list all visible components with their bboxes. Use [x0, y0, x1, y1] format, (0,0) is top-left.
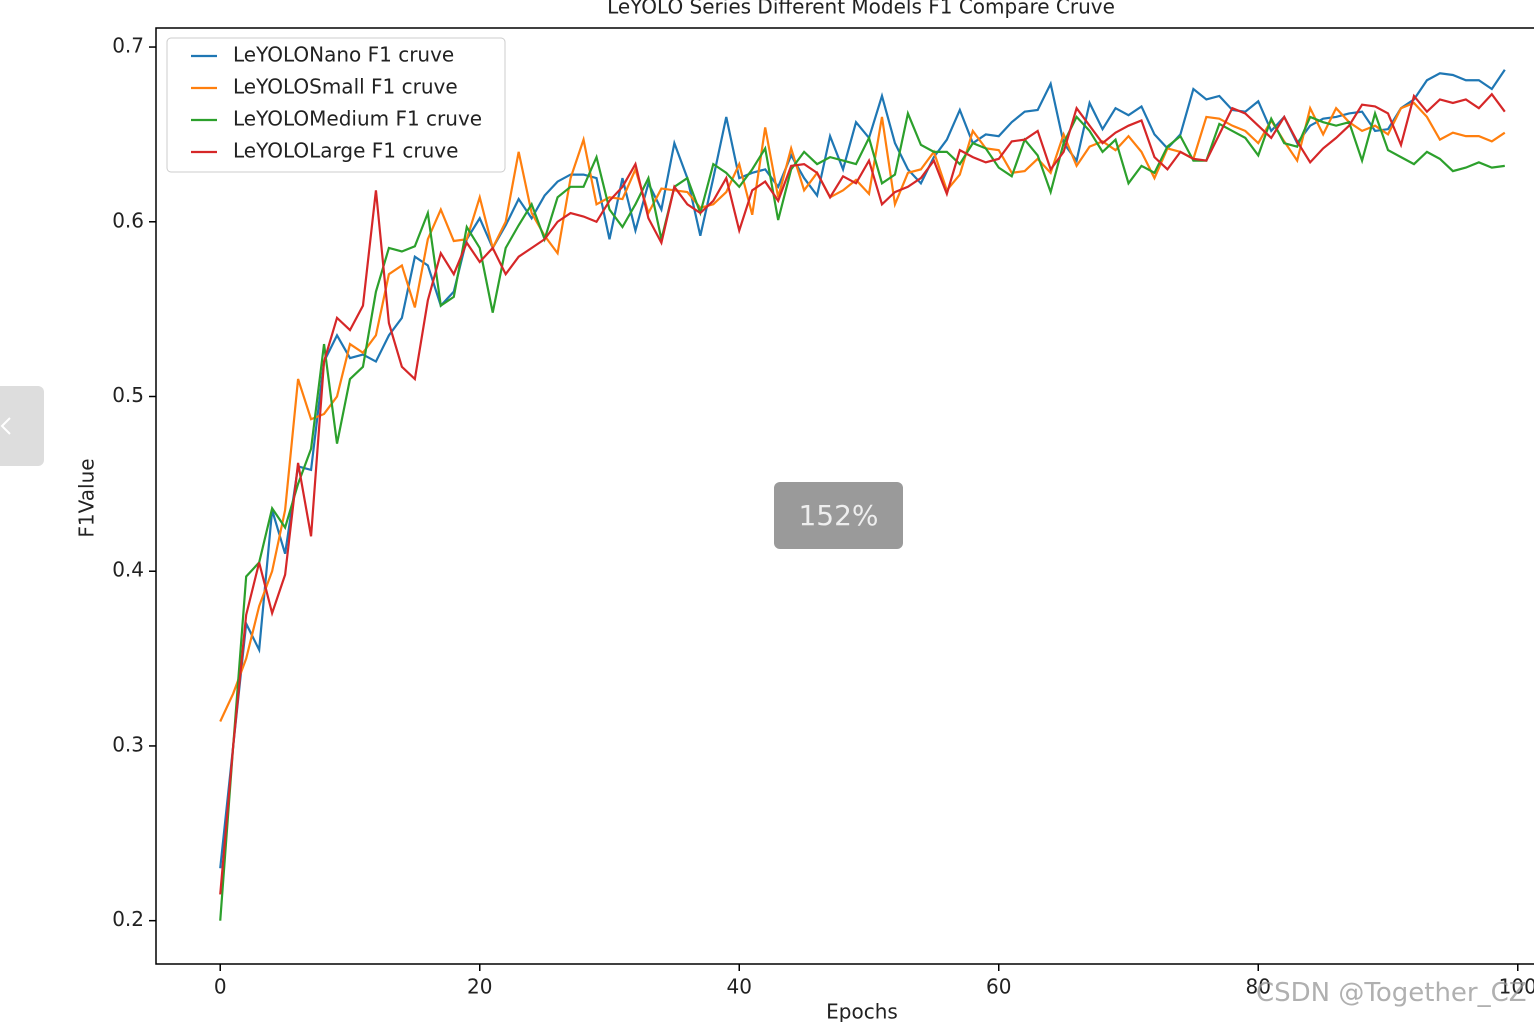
chart-title: LeYOLO Series Different Models F1 Compar…: [607, 0, 1115, 19]
x-tick-label: 80: [1246, 975, 1271, 999]
y-tick-label: 0.7: [112, 34, 144, 58]
legend-label: LeYOLOSmall F1 cruve: [233, 75, 458, 99]
y-tick-label: 0.5: [112, 383, 144, 407]
x-tick-label: 0: [214, 975, 227, 999]
y-tick-label: 0.3: [112, 732, 144, 756]
y-tick-label: 0.6: [112, 208, 144, 232]
plot-area: [219, 69, 1506, 921]
axes-frame: [155, 27, 1534, 965]
legend-box: [166, 37, 506, 173]
watermark: CSDN @Together_CZ: [1256, 978, 1527, 1008]
y-tick-label: 0.4: [112, 558, 144, 582]
zoom-indicator: 152%: [774, 482, 903, 549]
legend-label: LeYOLOLarge F1 cruve: [233, 139, 458, 163]
series-line: [219, 69, 1506, 869]
x-tick-label: 60: [986, 975, 1011, 999]
x-tick-label: 40: [727, 975, 752, 999]
x-tick-label: 20: [467, 975, 492, 999]
series-line: [219, 109, 1505, 921]
prev-icon: [0, 417, 11, 435]
x-axis-label: Epochs: [826, 1000, 898, 1022]
x-tick-label: 100: [1499, 975, 1534, 999]
legend-label: LeYOLOMedium F1 cruve: [233, 107, 482, 131]
legend-label: LeYOLONano F1 cruve: [233, 43, 454, 67]
y-axis-label: F1Value: [75, 458, 99, 537]
series-line: [219, 101, 1506, 722]
prev-button[interactable]: [0, 386, 44, 466]
y-tick-label: 0.2: [112, 907, 144, 931]
series-line: [219, 92, 1506, 895]
